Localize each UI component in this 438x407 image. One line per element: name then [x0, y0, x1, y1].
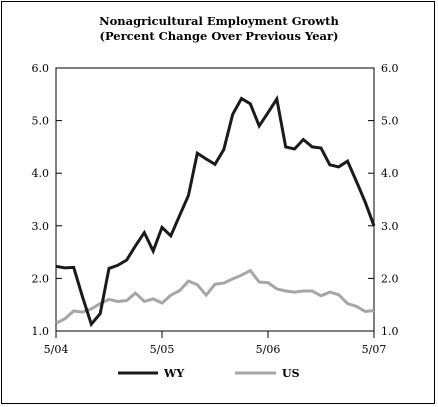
y-axis-left: 1.0 2.0 3.0 4.0 5.0 6.0 [32, 62, 62, 338]
y-tick-label-right: 4.0 [381, 167, 399, 180]
y-tick-label-right: 6.0 [381, 62, 399, 75]
x-axis: 5/04 5/05 5/06 5/07 [44, 331, 387, 356]
y-tick-label-left: 2.0 [32, 272, 50, 285]
chart-title: Nonagricultural Employment Growth [99, 14, 339, 28]
x-tick-label: 5/04 [44, 343, 69, 356]
y-tick-label-right: 1.0 [381, 325, 399, 338]
plot-area [55, 67, 375, 332]
y-tick-label-right: 5.0 [381, 115, 399, 128]
y-tick-label-left: 5.0 [32, 115, 50, 128]
y-tick-label-left: 3.0 [32, 220, 50, 233]
y-tick-label-left: 6.0 [32, 62, 50, 75]
series-line-us [55, 268, 375, 325]
legend-label-us: US [282, 367, 300, 380]
x-tick-label: 5/05 [150, 343, 175, 356]
y-axis-right: 1.0 2.0 3.0 4.0 5.0 6.0 [368, 62, 399, 338]
chart-subtitle: (Percent Change Over Previous Year) [100, 29, 339, 43]
y-tick-label-left: 1.0 [32, 325, 50, 338]
y-tick-label-left: 4.0 [32, 167, 50, 180]
series-layer [55, 95, 376, 328]
x-tick-label: 5/06 [256, 343, 281, 356]
y-tick-label-right: 3.0 [381, 220, 399, 233]
y-tick-label-right: 2.0 [381, 272, 399, 285]
series-line-wy [55, 95, 376, 328]
legend-label-wy: WY [163, 367, 184, 380]
legend: WY US [118, 367, 300, 380]
x-tick-label: 5/07 [362, 343, 387, 356]
